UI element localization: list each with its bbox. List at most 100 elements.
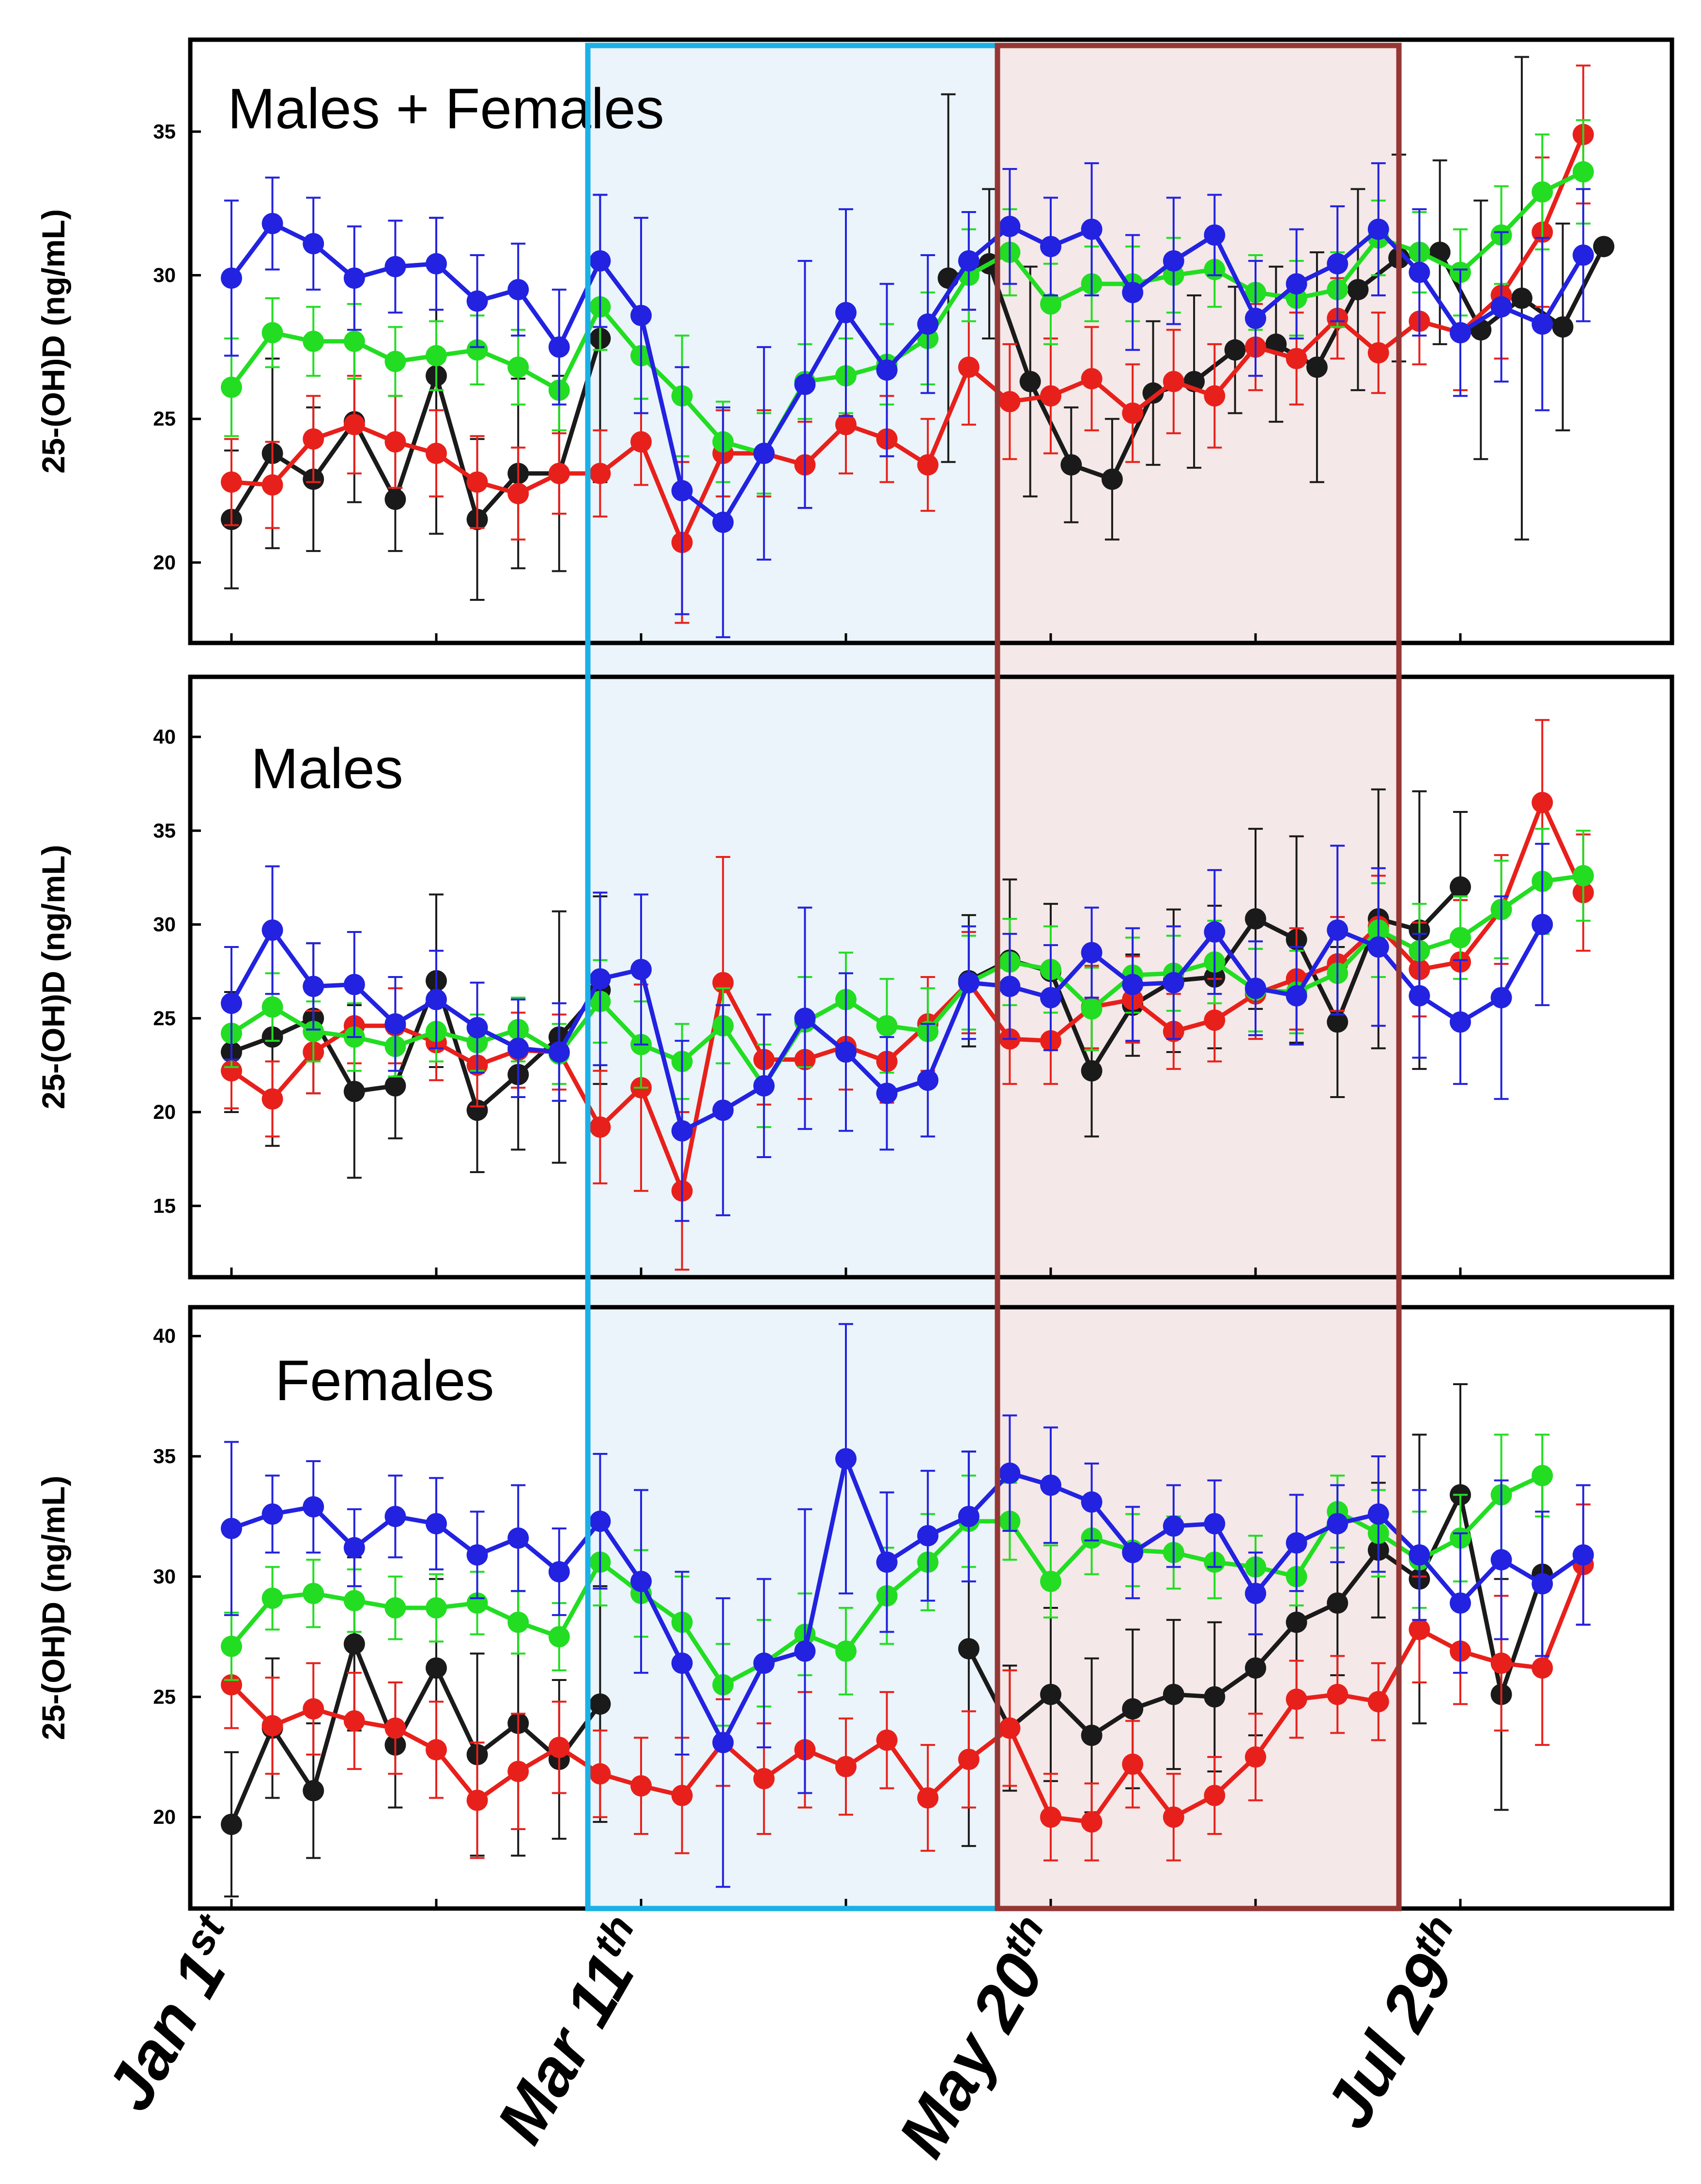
data-point-blue [958, 972, 980, 993]
data-point-red [589, 462, 611, 484]
data-point-black [1327, 1592, 1349, 1614]
data-point-blue [999, 215, 1021, 237]
data-point-red [753, 1768, 775, 1789]
panel-2: 15 20 25 30 35 40 25-(OH)D (ng/mL) Males [35, 674, 1674, 1280]
data-point-blue [671, 1120, 693, 1142]
data-point-green [507, 356, 529, 378]
data-point-green [1081, 998, 1103, 1020]
data-point-blue [1450, 1011, 1471, 1033]
data-point-blue [426, 1513, 447, 1535]
data-point-blue [1081, 1491, 1103, 1513]
series-line-green [230, 873, 1584, 1088]
y-tick-label: 25 [153, 407, 176, 430]
data-point-blue [1572, 1544, 1594, 1566]
data-point-black [589, 1693, 611, 1715]
y-tick-label: 40 [153, 725, 176, 748]
data-point-blue [1450, 1592, 1471, 1614]
highlight-region-edges [585, 43, 1402, 1911]
data-point-red [958, 1748, 980, 1770]
data-point-black [384, 1075, 406, 1097]
data-point-green [303, 331, 324, 352]
data-point-black [958, 1638, 980, 1660]
data-point-red [1532, 792, 1553, 813]
data-point-blue [261, 919, 283, 941]
data-point-blue [1286, 985, 1307, 1007]
y-tick-label: 40 [153, 1325, 176, 1347]
data-point-blue [835, 302, 857, 323]
data-point-blue [1367, 218, 1389, 240]
data-point-blue [753, 443, 775, 464]
data-point-green [261, 1588, 283, 1609]
data-point-red [303, 1698, 324, 1720]
data-point-blue [1245, 1583, 1266, 1604]
data-point-blue [1409, 1544, 1430, 1566]
panel-frame [188, 37, 1674, 645]
data-point-black [384, 489, 406, 510]
data-point-blue [343, 267, 365, 289]
data-point-red [999, 391, 1021, 412]
data-point-black [1081, 1725, 1103, 1746]
y-tick-label: 30 [153, 913, 176, 936]
data-point-blue [343, 1537, 365, 1558]
data-point-black [1450, 876, 1471, 898]
data-point-red [1081, 1811, 1103, 1833]
data-point-red [917, 1787, 939, 1809]
data-point-black [1019, 371, 1041, 393]
data-point-blue [466, 1544, 488, 1566]
data-point-blue [1163, 972, 1184, 993]
x-date-label: May 20th [883, 1908, 1077, 2169]
data-point-red [1327, 1683, 1349, 1705]
data-point-green [1572, 161, 1594, 183]
data-point-blue [1204, 921, 1226, 943]
data-point-blue [1204, 1513, 1226, 1535]
data-point-blue [507, 279, 529, 301]
data-point-blue [1245, 977, 1266, 999]
data-point-blue [221, 267, 242, 289]
y-tick-label: 30 [153, 264, 176, 287]
data-point-green [466, 339, 488, 361]
data-point-blue [1286, 273, 1307, 295]
data-point-green [507, 1611, 529, 1633]
data-point-black [1224, 339, 1246, 361]
data-point-red [917, 454, 939, 476]
x-date-main: Jul 29 [1310, 1941, 1468, 2140]
data-point-blue [1040, 1474, 1061, 1496]
data-point-blue [1122, 1542, 1144, 1563]
data-point-blue [712, 511, 734, 533]
data-point-red [1204, 1009, 1226, 1031]
data-point-red [384, 1717, 406, 1739]
data-point-blue [1532, 313, 1553, 335]
data-point-blue [1122, 974, 1144, 995]
data-point-blue [1245, 307, 1266, 329]
panel-title: Females [275, 1349, 494, 1413]
data-point-red [1204, 385, 1226, 407]
series-red [221, 1503, 1594, 1862]
data-point-red [507, 483, 529, 504]
data-point-blue [426, 253, 447, 275]
data-point-black [426, 1657, 447, 1679]
data-point-green [835, 1640, 857, 1662]
data-point-red [548, 1737, 570, 1758]
y-tick-label: 15 [153, 1194, 176, 1217]
data-point-red [1040, 385, 1061, 407]
data-point-green [261, 322, 283, 344]
data-point-black [1511, 288, 1532, 309]
data-point-red [261, 1715, 283, 1737]
series-line-black [230, 337, 602, 522]
data-point-blue [999, 1462, 1021, 1484]
data-point-blue [261, 213, 283, 234]
data-point-green [1040, 1571, 1061, 1592]
data-point-red [1286, 348, 1307, 369]
x-date-main: May 20 [884, 1942, 1057, 2169]
data-point-red [630, 431, 652, 453]
data-point-blue [671, 480, 693, 502]
data-point-black [1593, 236, 1615, 258]
data-point-black [1245, 1657, 1266, 1679]
data-point-black [1142, 382, 1164, 404]
data-point-black [1552, 316, 1574, 338]
data-point-blue [712, 1100, 734, 1121]
data-point-green [221, 376, 242, 398]
data-point-red [466, 471, 488, 493]
series-line-blue [230, 1456, 1585, 1745]
data-point-blue [507, 1527, 529, 1549]
